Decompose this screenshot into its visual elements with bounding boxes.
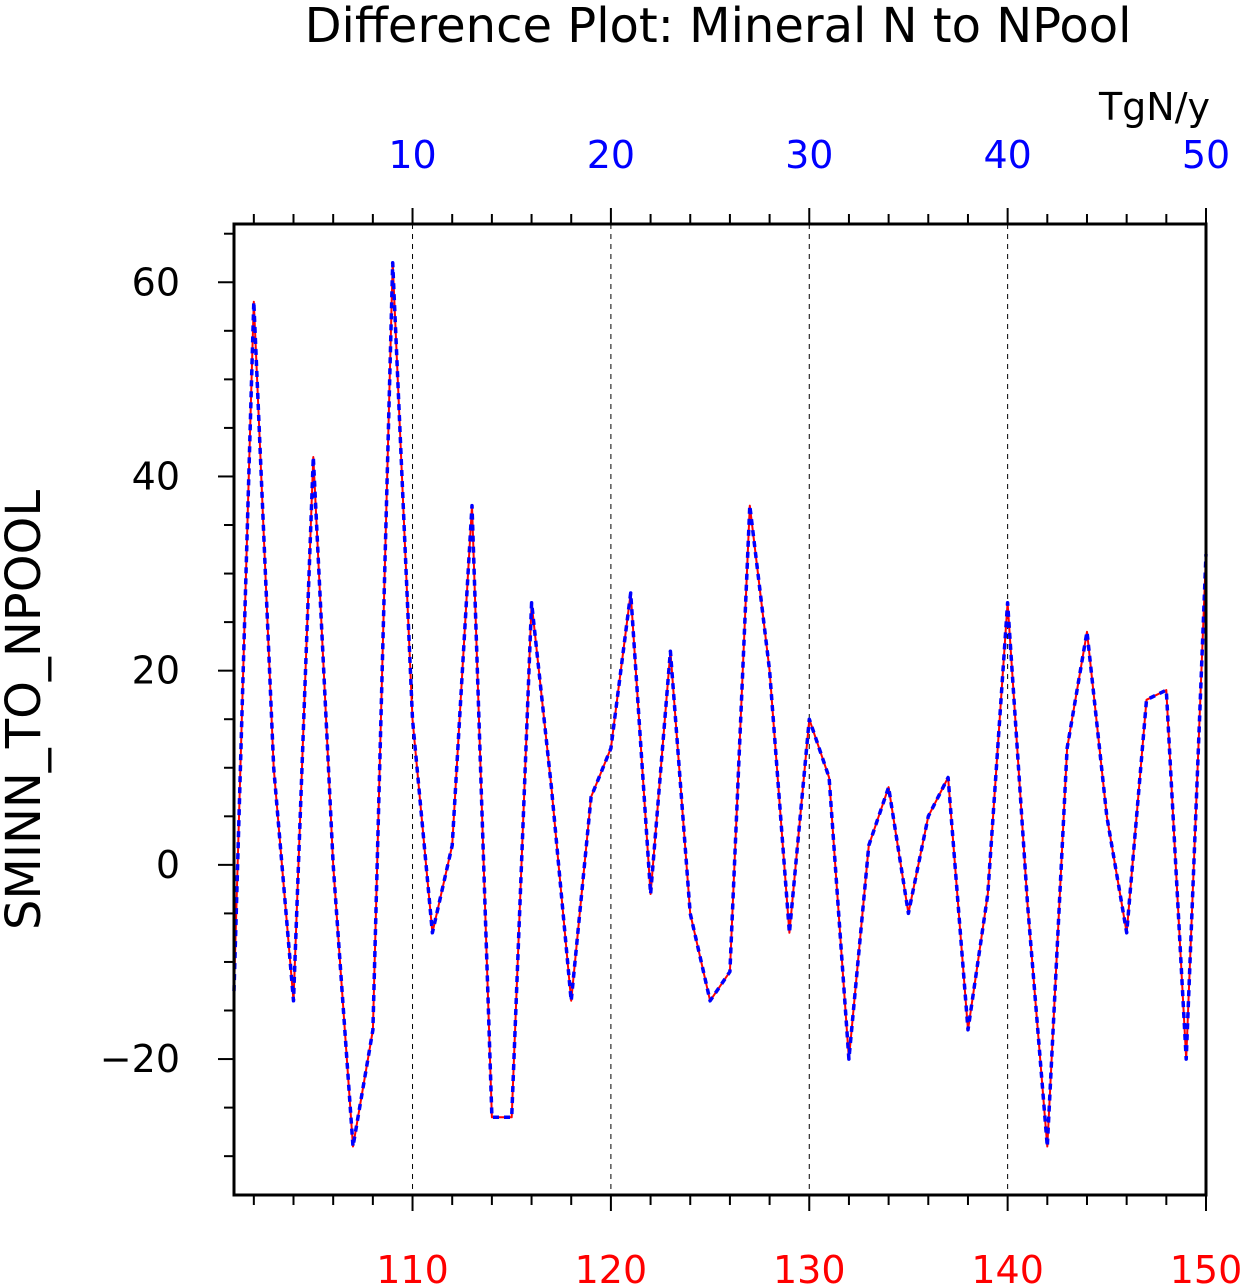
x-top-tick-label: 40 xyxy=(983,133,1031,177)
plot-frame xyxy=(232,222,1208,1197)
y-axis-label: SMINN_TO_NPOOL xyxy=(0,490,52,930)
y-tick-label: 0 xyxy=(156,843,180,887)
y-tick-label: 40 xyxy=(132,454,180,498)
units-label: TgN/y xyxy=(1098,85,1210,129)
x-bottom-tick-label: 110 xyxy=(376,1248,449,1286)
top-tick-labels: 10 20 30 40 50 xyxy=(388,133,1230,177)
left-tick-labels: −20 0 20 40 60 xyxy=(100,260,180,1081)
series-line-solid xyxy=(233,261,1207,1148)
series-group xyxy=(232,261,1208,1149)
x-bottom-tick-label: 150 xyxy=(1170,1248,1243,1286)
bottom-tick-labels: 110 120 130 140 150 xyxy=(376,1248,1242,1286)
grid-lines xyxy=(412,224,1009,1195)
series-line-dashed xyxy=(232,261,1208,1149)
x-top-tick-label: 30 xyxy=(785,133,833,177)
x-top-tick-label: 50 xyxy=(1182,133,1230,177)
x-top-tick-label: 20 xyxy=(587,133,635,177)
x-bottom-tick-label: 120 xyxy=(575,1248,648,1286)
x-bottom-tick-label: 130 xyxy=(773,1248,846,1286)
y-tick-label: 20 xyxy=(132,649,180,693)
x-bottom-tick-label: 140 xyxy=(971,1248,1044,1286)
x-top-tick-label: 10 xyxy=(388,133,436,177)
axis-ticks xyxy=(218,208,1207,1211)
y-tick-label: −20 xyxy=(100,1037,180,1081)
chart-title: Difference Plot: Mineral N to NPool xyxy=(305,0,1132,54)
y-tick-label: 60 xyxy=(132,260,180,304)
